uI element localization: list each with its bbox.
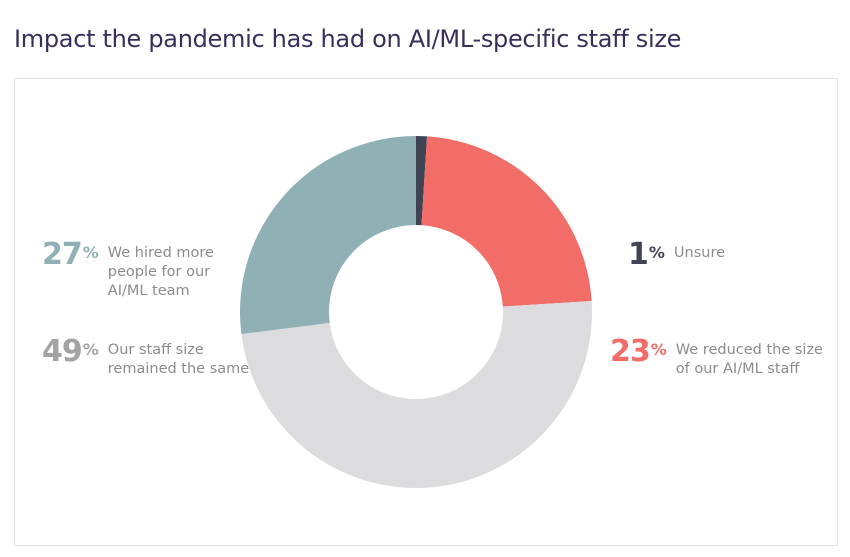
slice-hired-more <box>240 136 416 335</box>
slice-reduced <box>421 136 592 307</box>
legend-value-unsure: 1% <box>628 237 665 272</box>
slice-remained-same <box>241 300 593 489</box>
chart-panel <box>14 78 838 546</box>
legend-label-line: of our AI/ML staff <box>675 361 800 377</box>
legend-value-number: 27 <box>42 237 83 272</box>
legend-item-unsure: 1% Unsure <box>628 240 725 270</box>
legend-label-line: remained the same <box>107 361 250 377</box>
legend-label-hired-more: We hired more people for our AI/ML team <box>108 244 214 301</box>
percent-sign: % <box>650 340 667 359</box>
legend-label-line: We hired more <box>107 245 214 261</box>
legend-label-reduced: We reduced the size of our AI/ML staff <box>676 341 823 379</box>
percent-sign: % <box>82 340 99 359</box>
legend-label-unsure: Unsure <box>674 244 725 263</box>
chart-title: Impact the pandemic has had on AI/ML-spe… <box>14 25 682 53</box>
legend-label-line: We reduced the size <box>675 342 823 358</box>
legend-value-number: 49 <box>42 334 83 369</box>
legend-label-line: people for our <box>107 264 211 280</box>
legend-item-reduced: 23% We reduced the size of our AI/ML sta… <box>610 337 823 379</box>
legend-value-remained-same: 49% <box>42 334 99 369</box>
percent-sign: % <box>82 243 99 262</box>
legend-value-number: 23 <box>610 334 651 369</box>
legend-label-line: Our staff size <box>107 342 204 358</box>
slice-unsure <box>416 136 428 226</box>
percent-sign: % <box>648 243 665 262</box>
legend-label-remained-same: Our staff size remained the same <box>108 341 249 379</box>
legend-item-remained-same: 49% Our staff size remained the same <box>42 337 249 379</box>
legend-value-reduced: 23% <box>610 334 667 369</box>
legend-label-line: AI/ML team <box>107 283 190 299</box>
legend-value-number: 1 <box>628 237 649 272</box>
legend-label-line: Unsure <box>673 245 726 261</box>
legend-item-hired-more: 27% We hired more people for our AI/ML t… <box>42 240 214 301</box>
legend-value-hired-more: 27% <box>42 237 99 272</box>
